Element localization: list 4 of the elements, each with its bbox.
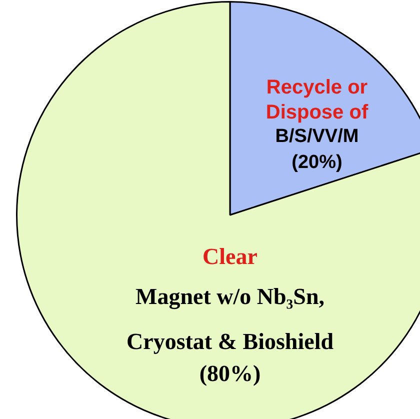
slice-label: Recycle or Dispose of B/S/VV/M xyxy=(266,76,368,148)
data-label: (20%) xyxy=(292,152,342,174)
slice-label: Clear Magnet w/o Nb₃Sn, Cryostat & Bioshield xyxy=(126,244,334,354)
data-label: (80%) xyxy=(199,360,261,386)
